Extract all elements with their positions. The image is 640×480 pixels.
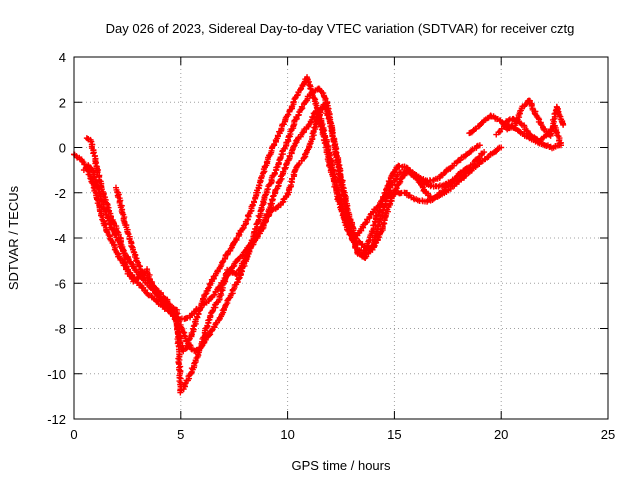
data-point [498, 144, 505, 151]
data-point [159, 299, 166, 306]
data-point [371, 222, 378, 229]
data-point [558, 142, 565, 149]
data-series-track-4 [112, 101, 471, 396]
data-series-track-7 [502, 115, 565, 149]
data-point [560, 121, 567, 128]
data-point [301, 154, 308, 161]
y-tick-label: -6 [54, 276, 66, 291]
x-tick-label: 5 [177, 427, 184, 442]
y-tick-label: -10 [47, 367, 66, 382]
data-series-track-6 [493, 121, 565, 152]
y-axis-label: SDTVAR / TECUs [6, 185, 21, 290]
data-point [383, 186, 390, 193]
data-point [346, 215, 353, 222]
data-point [306, 141, 313, 148]
data-point [279, 199, 286, 206]
data-point [292, 140, 299, 147]
y-tick-label: -2 [54, 186, 66, 201]
y-tick-label: -8 [54, 322, 66, 337]
y-tick-label: 0 [59, 141, 66, 156]
y-tick-label: -4 [54, 231, 66, 246]
data-point [445, 183, 452, 190]
plot-frame [73, 56, 609, 420]
data-point [202, 291, 209, 298]
tick-layer: -12 -10 -8 -6 -4 -2 0 2 4 0 5 10 15 20 25 [47, 50, 615, 442]
data-point [462, 165, 469, 172]
data-point [325, 115, 332, 122]
data-point [451, 176, 458, 183]
data-point [481, 149, 488, 156]
data-point [94, 169, 101, 176]
data-point [527, 132, 534, 139]
y-tick-label: 4 [59, 50, 66, 65]
data-point [380, 220, 387, 227]
data-point [124, 229, 131, 236]
y-tick-label: -12 [47, 412, 66, 427]
data-point [543, 131, 550, 138]
chart-title: Day 026 of 2023, Sidereal Day-to-day VTE… [106, 21, 575, 36]
data-point [476, 142, 483, 149]
x-axis-label: GPS time / hours [292, 458, 391, 473]
data-point [129, 243, 136, 250]
data-point [283, 161, 290, 168]
data-point [104, 203, 111, 210]
data-point [152, 287, 159, 294]
y-tick-label: 2 [59, 95, 66, 110]
data-point [487, 112, 494, 119]
data-point [277, 154, 284, 161]
data-layer [70, 74, 567, 396]
data-point [331, 173, 338, 180]
data-point [256, 182, 263, 189]
x-tick-label: 10 [280, 427, 294, 442]
x-tick-label: 20 [494, 427, 508, 442]
data-point [326, 152, 333, 159]
x-tick-label: 15 [387, 427, 401, 442]
data-point [259, 225, 266, 232]
data-point [464, 164, 471, 171]
x-tick-label: 25 [601, 427, 615, 442]
data-point [117, 240, 124, 247]
data-point [219, 259, 226, 266]
x-tick-label: 0 [70, 427, 77, 442]
